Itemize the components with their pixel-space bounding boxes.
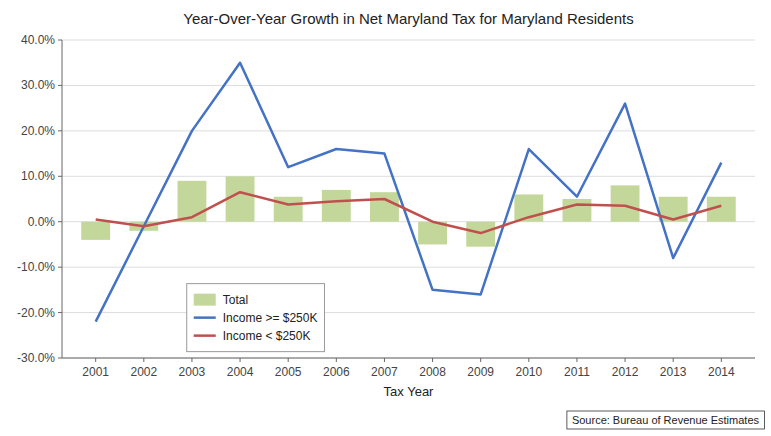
y-tick-label: 40.0% bbox=[21, 33, 55, 47]
x-tick-label: 2012 bbox=[612, 365, 639, 379]
x-axis-line bbox=[62, 358, 755, 359]
y-tick bbox=[58, 312, 62, 313]
bar bbox=[226, 176, 255, 221]
legend-label: Income >= $250K bbox=[223, 311, 318, 325]
grid-line bbox=[62, 85, 755, 86]
annotation-box bbox=[567, 411, 765, 429]
y-axis-line bbox=[62, 40, 63, 358]
x-tick-label: 2002 bbox=[130, 365, 157, 379]
bar bbox=[274, 197, 303, 222]
bar bbox=[611, 185, 640, 221]
y-tick bbox=[58, 176, 62, 177]
x-tick bbox=[432, 358, 433, 362]
y-tick bbox=[58, 40, 62, 41]
y-axis: -30.0% -20.0% -10.0% 0.0% 10.0% 20.0% 30.0% 40.… bbox=[17, 33, 755, 365]
bar bbox=[370, 192, 399, 222]
x-tick bbox=[528, 358, 529, 362]
x-tick bbox=[576, 358, 577, 362]
y-tick-label: -10.0% bbox=[17, 260, 55, 274]
x-tick bbox=[384, 358, 385, 362]
y-tick-label: 10.0% bbox=[21, 169, 55, 183]
x-tick bbox=[625, 358, 626, 362]
line bbox=[96, 192, 722, 233]
annotation-text: Source: Bureau of Revenue Estimates bbox=[572, 414, 760, 426]
y-tick-label: -30.0% bbox=[17, 351, 55, 365]
legend-swatch bbox=[194, 294, 216, 306]
x-tick-label: 2005 bbox=[275, 365, 302, 379]
x-tick bbox=[95, 358, 96, 362]
grid-line bbox=[62, 40, 755, 41]
y-tick-label: 0.0% bbox=[28, 215, 56, 229]
y-tick bbox=[58, 221, 62, 222]
legend-label: Total bbox=[223, 293, 248, 307]
y-tick bbox=[58, 358, 62, 359]
bar bbox=[659, 197, 688, 222]
grid-line bbox=[62, 267, 755, 268]
x-axis-label: Tax Year bbox=[384, 384, 435, 399]
y-tick-label: -20.0% bbox=[17, 306, 55, 320]
x-tick bbox=[240, 358, 241, 362]
grid-line bbox=[62, 312, 755, 313]
x-tick-label: 2001 bbox=[82, 365, 109, 379]
x-tick bbox=[721, 358, 722, 362]
x-tick-label: 2009 bbox=[467, 365, 494, 379]
x-tick-label: 2003 bbox=[179, 365, 206, 379]
x-tick bbox=[191, 358, 192, 362]
x-tick bbox=[673, 358, 674, 362]
grid-line bbox=[62, 130, 755, 131]
bar bbox=[322, 190, 351, 222]
title: Year-Over-Year Growth in Net Maryland Ta… bbox=[183, 10, 633, 27]
x-tick bbox=[143, 358, 144, 362]
chart: Year-Over-Year Growth in Net Maryland Ta… bbox=[0, 0, 771, 436]
y-tick-label: 30.0% bbox=[21, 78, 55, 92]
marks bbox=[81, 63, 736, 322]
y-tick bbox=[58, 85, 62, 86]
y-tick bbox=[58, 267, 62, 268]
x-tick bbox=[288, 358, 289, 362]
x-axis: 2001 2002 2003 2004 2005 2006 2007 2008 2009 2010… bbox=[82, 358, 735, 379]
x-tick-label: 2011 bbox=[564, 365, 590, 379]
grid-line bbox=[62, 176, 755, 177]
bar bbox=[81, 222, 110, 240]
y-tick bbox=[58, 130, 62, 131]
legend-box bbox=[187, 284, 325, 352]
line bbox=[96, 63, 722, 322]
x-tick-label: 2008 bbox=[419, 365, 446, 379]
annotation: Source: Bureau of Revenue Estimates bbox=[567, 411, 765, 429]
y-tick-label: 20.0% bbox=[21, 124, 55, 138]
bar bbox=[178, 181, 207, 222]
bar bbox=[563, 199, 592, 222]
legend-label: Income < $250K bbox=[223, 329, 311, 343]
x-tick-label: 2014 bbox=[708, 365, 735, 379]
x-tick-label: 2006 bbox=[323, 365, 350, 379]
x-tick-label: 2013 bbox=[660, 365, 687, 379]
legend: Total Income >= $250K Income < $250K bbox=[187, 284, 325, 352]
x-tick-label: 2007 bbox=[371, 365, 398, 379]
grid-line bbox=[62, 358, 755, 359]
legend-swatch bbox=[194, 316, 216, 319]
x-tick bbox=[480, 358, 481, 362]
x-tick-label: 2004 bbox=[227, 365, 254, 379]
x-tick bbox=[336, 358, 337, 362]
legend-swatch bbox=[194, 334, 216, 337]
x-tick-label: 2010 bbox=[515, 365, 542, 379]
